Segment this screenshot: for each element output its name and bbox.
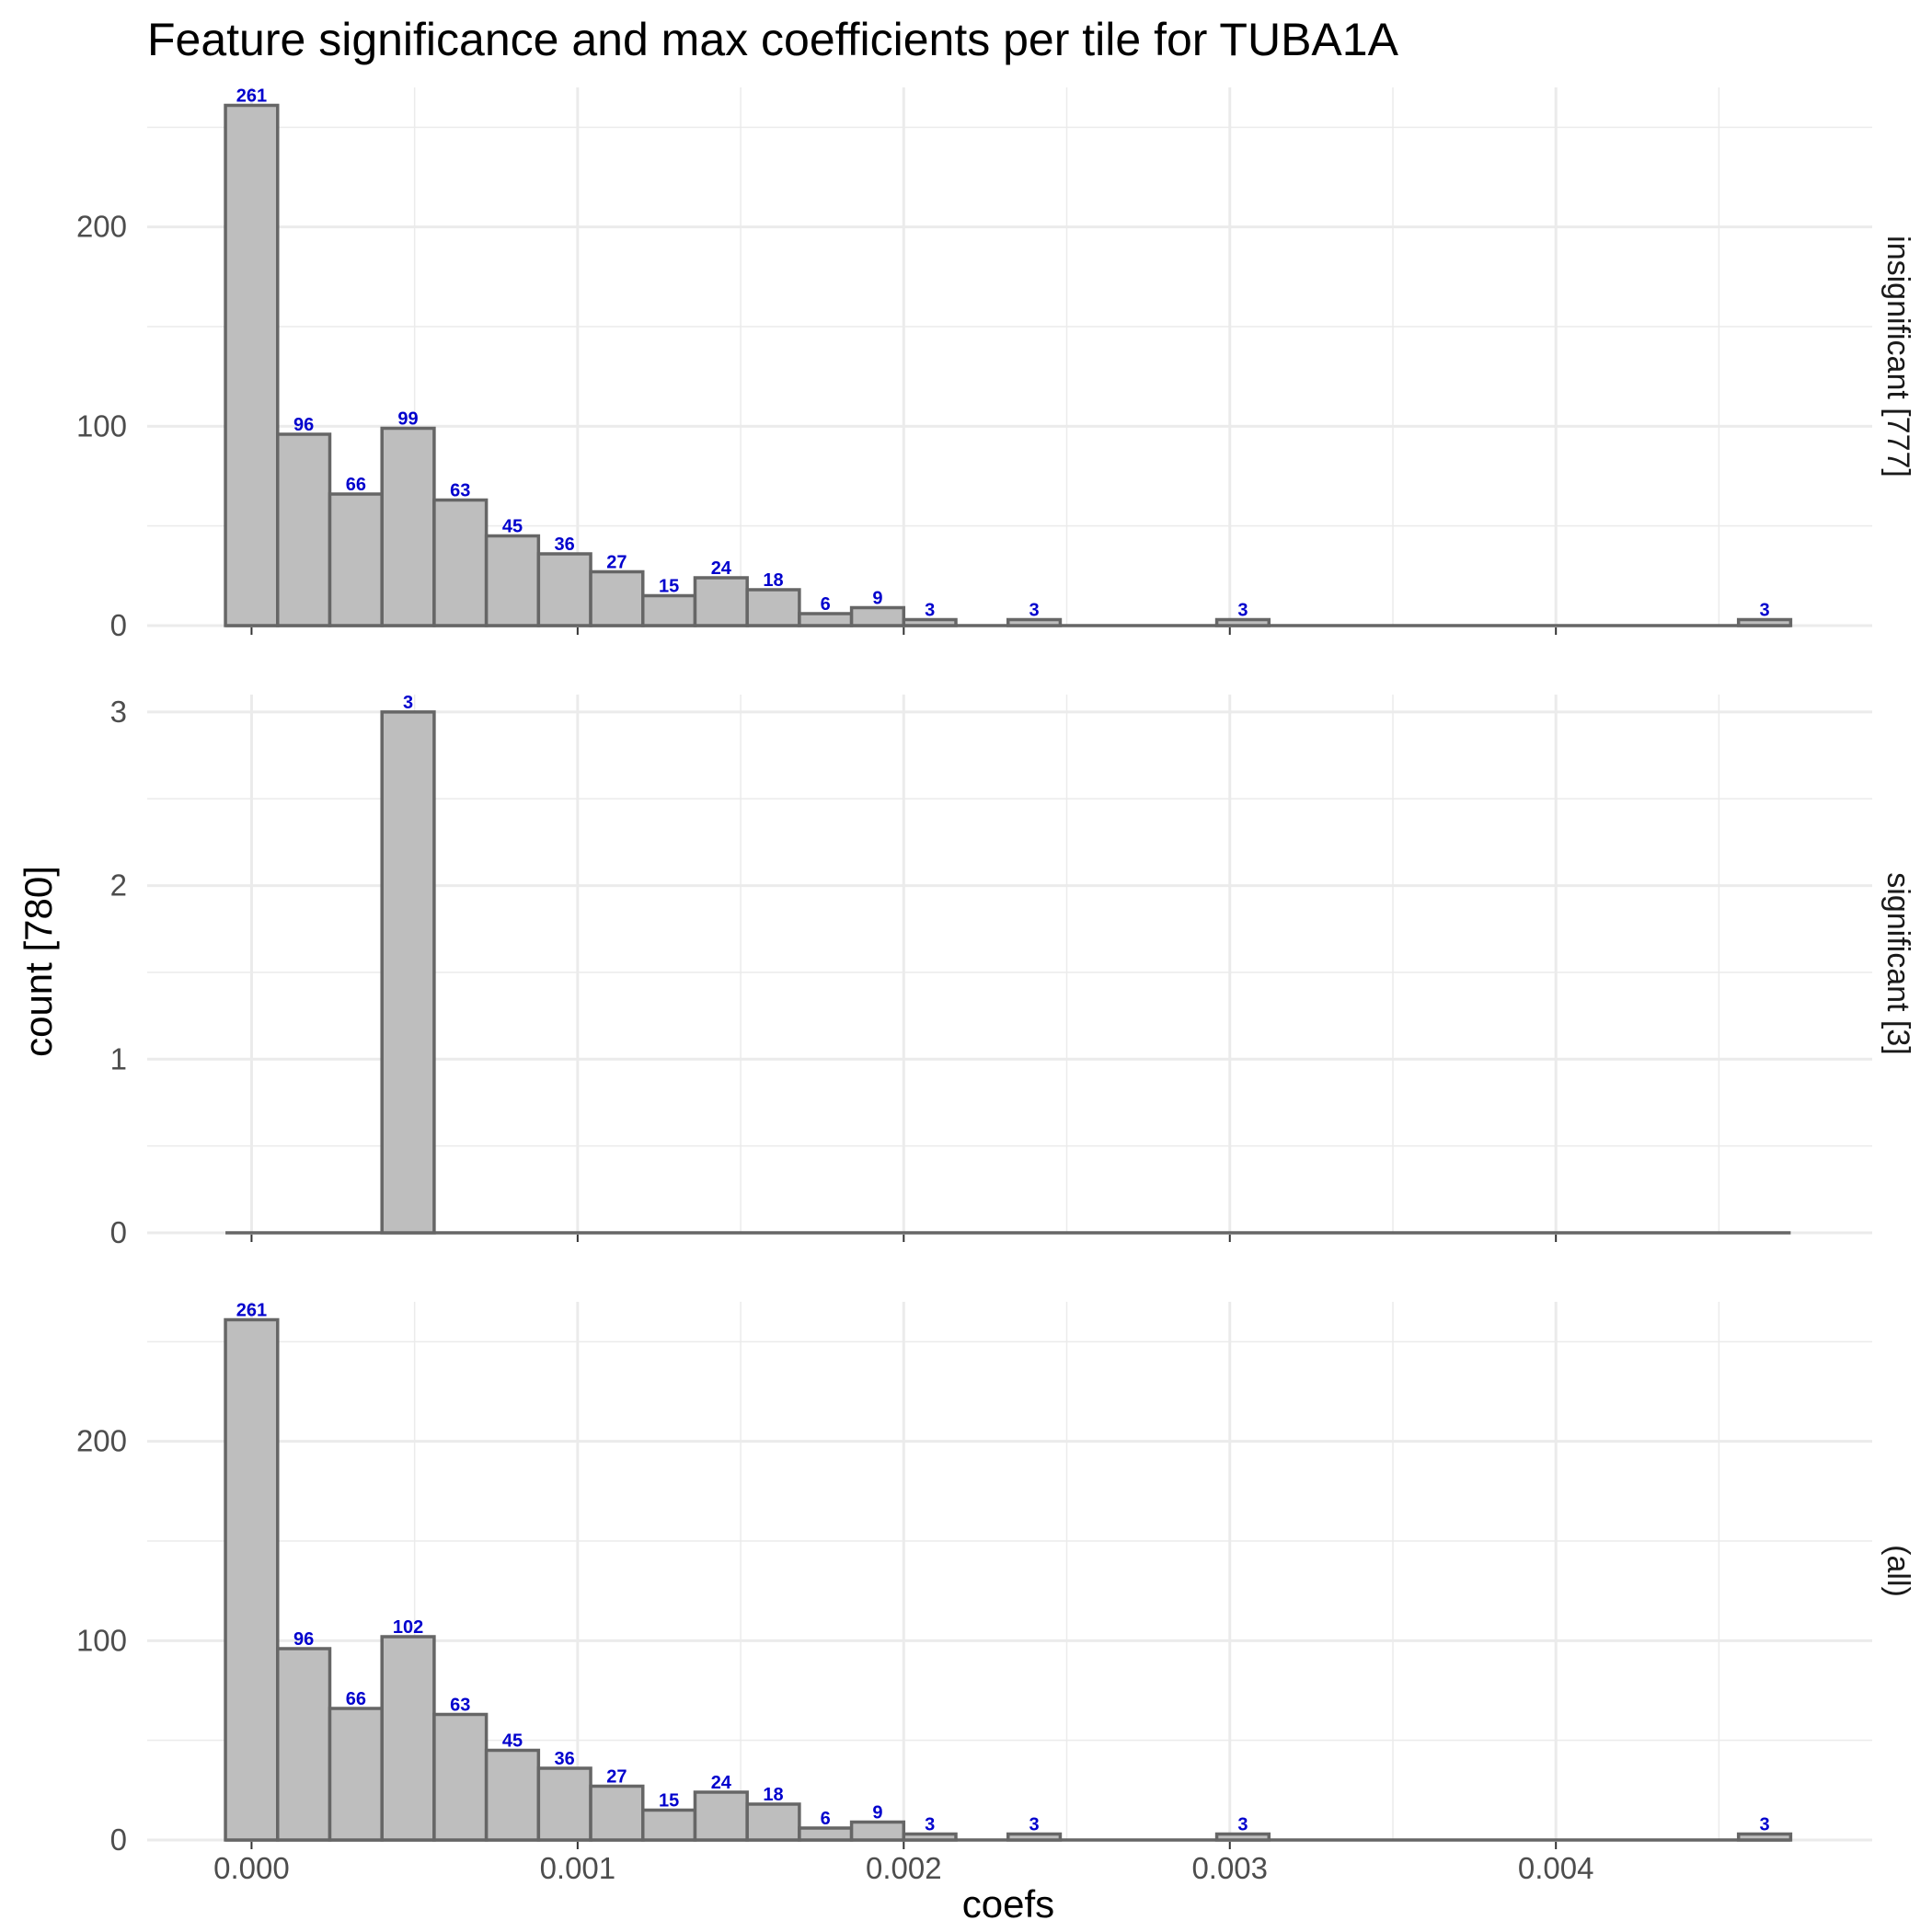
y-tick-label: 2 xyxy=(110,868,127,903)
y-tick-label: 100 xyxy=(76,1623,127,1657)
bar-count-label: 3 xyxy=(1029,601,1040,621)
bar-count-label: 15 xyxy=(659,577,679,597)
bar-count-label: 99 xyxy=(397,409,418,430)
x-tick-label: 0.002 xyxy=(866,1851,942,1885)
histogram-bar xyxy=(380,426,436,627)
bar-count-label: 18 xyxy=(763,570,783,591)
histogram-bar xyxy=(276,1647,332,1842)
histogram-bar xyxy=(536,552,592,627)
x-tick-label: 0.003 xyxy=(1191,1851,1268,1885)
x-tick-label: 0.004 xyxy=(1518,1851,1594,1885)
bar-count-label: 3 xyxy=(403,693,413,713)
y-tick-label: 0 xyxy=(110,1823,127,1857)
bar-count-label: 3 xyxy=(925,1815,935,1835)
x-tick-label: 0.001 xyxy=(540,1851,616,1885)
bar-count-label: 3 xyxy=(1759,1815,1769,1835)
bar-count-label: 6 xyxy=(821,594,831,615)
histogram-bar xyxy=(276,432,332,627)
bar-count-label: 3 xyxy=(1759,601,1769,621)
bar-count-label: 9 xyxy=(872,1803,882,1823)
bar-count-label: 261 xyxy=(236,1301,267,1321)
bar-count-label: 3 xyxy=(925,601,935,621)
histogram-bar xyxy=(589,1784,645,1842)
histogram-bar xyxy=(745,1802,801,1842)
bar-count-label: 6 xyxy=(821,1809,831,1829)
histogram-bar xyxy=(1214,1832,1271,1842)
y-tick-label: 200 xyxy=(76,1424,127,1458)
bar-count-label: 66 xyxy=(346,475,366,495)
facet-strip-label: insignificant [777] xyxy=(1880,236,1915,477)
bar-count-label: 3 xyxy=(1029,1815,1040,1835)
histogram-bar xyxy=(536,1766,592,1842)
histogram-bar xyxy=(432,498,489,627)
x-axis-title: coefs xyxy=(962,1882,1054,1926)
bar-count-label: 18 xyxy=(763,1785,783,1805)
bar-count-label: 24 xyxy=(711,558,732,579)
histogram-bar xyxy=(224,103,280,627)
bar-count-label: 102 xyxy=(393,1617,423,1638)
bar-count-label: 63 xyxy=(450,1696,470,1716)
histogram-bar xyxy=(380,710,436,1235)
bar-count-label: 36 xyxy=(555,535,575,555)
histogram-bar xyxy=(1736,1832,1793,1842)
bar-count-label: 15 xyxy=(659,1791,679,1811)
histogram-bar xyxy=(902,1832,958,1842)
bar-count-label: 45 xyxy=(502,517,523,537)
histogram-bar xyxy=(432,1712,489,1842)
histogram-bar xyxy=(1214,617,1271,627)
chart-title: Feature significance and max coefficient… xyxy=(147,14,1399,65)
bar-count-label: 45 xyxy=(502,1731,523,1752)
facet-strip-label: (all) xyxy=(1880,1545,1915,1597)
bar-count-label: 27 xyxy=(606,1767,627,1788)
bar-count-label: 36 xyxy=(555,1749,575,1769)
bar-count-label: 63 xyxy=(450,481,470,501)
histogram-bar xyxy=(589,569,645,627)
histogram-bar xyxy=(798,612,854,627)
y-tick-label: 1 xyxy=(110,1041,127,1075)
histogram-bar xyxy=(1006,617,1063,627)
y-tick-label: 100 xyxy=(76,408,127,443)
histogram-bar xyxy=(641,593,697,627)
y-axis-title: count [780] xyxy=(17,866,60,1057)
histogram-bar xyxy=(328,492,384,627)
y-tick-label: 0 xyxy=(110,1215,127,1249)
bar-count-label: 27 xyxy=(606,553,627,573)
facet-strip-label: significant [3] xyxy=(1880,872,1915,1054)
histogram-bar xyxy=(849,605,906,627)
x-axis: 0.000 0.001 0.002 0.003 0.004 xyxy=(213,627,1593,1885)
bar-count-label: 3 xyxy=(1237,601,1248,621)
bar-count-label: 3 xyxy=(1237,1815,1248,1835)
histogram-bar xyxy=(745,588,801,627)
bar-count-label: 9 xyxy=(872,589,882,609)
bar-count-label: 261 xyxy=(236,86,267,107)
y-tick-label: 3 xyxy=(110,695,127,729)
bar-count-label: 24 xyxy=(711,1773,732,1793)
histogram-bar xyxy=(224,1317,280,1842)
bar-count-label: 66 xyxy=(346,1689,366,1709)
x-tick-label: 0.000 xyxy=(213,1851,290,1885)
y-tick-label: 200 xyxy=(76,210,127,244)
bar-count-label: 96 xyxy=(293,1629,314,1650)
facet-panel: 0 100 200 261 96 66 102 63 45 36 27 15 24 18 6 9 3 3 3 3 (al… xyxy=(76,1301,1915,1857)
histogram-bar xyxy=(484,1748,541,1842)
facet-panel: 0 1 2 3 3 significant [3] xyxy=(110,693,1915,1249)
histogram-bar xyxy=(328,1707,384,1842)
histogram-bar xyxy=(693,1790,749,1842)
histogram-bar xyxy=(484,534,541,627)
histogram-bar xyxy=(641,1808,697,1842)
facet-panel: 0 100 200 261 96 66 99 63 45 36 27 15 24 18 6 9 3 3 3 3 insi… xyxy=(76,86,1915,643)
histogram-bar xyxy=(380,1635,436,1842)
bar-count-label: 96 xyxy=(293,415,314,435)
histogram-bar xyxy=(849,1820,906,1842)
histogram-bar xyxy=(1006,1832,1063,1842)
histogram-bar xyxy=(798,1826,854,1842)
histogram-bar xyxy=(902,617,958,627)
histogram-bar xyxy=(1736,617,1793,627)
y-tick-label: 0 xyxy=(110,608,127,642)
histogram-bar xyxy=(693,576,749,627)
